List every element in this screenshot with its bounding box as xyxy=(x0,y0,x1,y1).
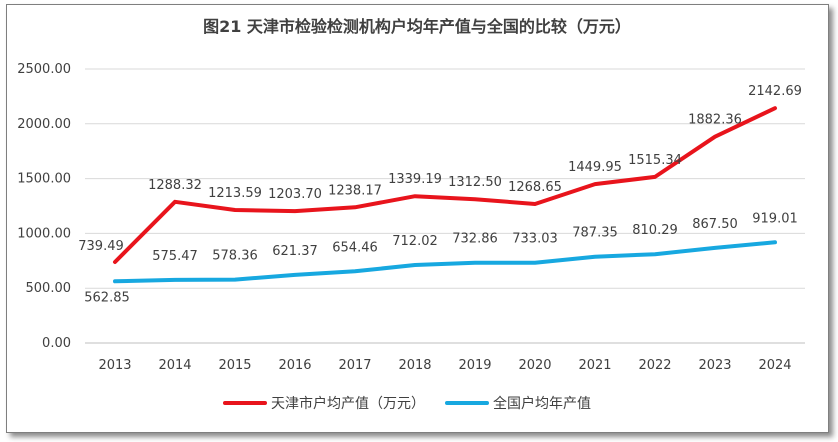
data-label-tianjin: 1312.50 xyxy=(448,175,502,190)
data-label-tianjin: 2142.69 xyxy=(748,84,802,99)
data-label-national: 712.02 xyxy=(392,234,438,249)
data-label-national: 562.85 xyxy=(84,290,130,305)
x-tick-label: 2013 xyxy=(98,358,131,373)
y-tick-label: 2500.00 xyxy=(17,62,71,77)
x-tick-label: 2021 xyxy=(578,358,611,373)
data-label-national: 787.35 xyxy=(572,226,618,241)
chart-title: 图21 天津市检验检测机构户均年产值与全国的比较（万元） xyxy=(203,17,631,36)
data-label-tianjin: 1288.32 xyxy=(148,178,202,193)
series-line-2 xyxy=(113,240,777,284)
legend-label-1: 天津市户均产值（万元） xyxy=(271,395,425,412)
axes: 0.00 500.00 1000.00 1500.00 2000.00 2500.00 20… xyxy=(17,62,805,373)
data-label-tianjin: 1882.36 xyxy=(688,113,742,128)
data-label-national: 732.86 xyxy=(452,232,498,247)
data-label-tianjin: 1339.19 xyxy=(388,172,442,187)
x-tick-label: 2024 xyxy=(758,358,791,373)
x-tick-label: 2015 xyxy=(218,358,251,373)
data-label-tianjin: 1268.65 xyxy=(508,180,562,195)
data-label-tianjin: 1213.59 xyxy=(208,186,262,201)
data-label-tianjin: 1449.95 xyxy=(568,160,622,175)
data-label-national: 919.01 xyxy=(752,211,798,226)
data-label-tianjin: 1238.17 xyxy=(328,183,382,198)
data-label-national: 575.47 xyxy=(152,249,198,264)
x-tick-label: 2020 xyxy=(518,358,551,373)
line-chart: 图21 天津市检验检测机构户均年产值与全国的比较（万元） 0.00 500.00 1… xyxy=(17,17,805,412)
legend-label-2: 全国户均年产值 xyxy=(493,395,591,412)
data-label-national: 621.37 xyxy=(272,244,318,259)
data-label-national: 654.46 xyxy=(332,240,378,255)
x-tick-label: 2022 xyxy=(638,358,671,373)
x-tick-label: 2019 xyxy=(458,358,491,373)
data-labels: 739.49 1288.32 1213.59 1203.70 1238.17 1339.1… xyxy=(78,84,802,305)
y-tick-label: 500.00 xyxy=(26,281,72,296)
x-tick-label: 2023 xyxy=(698,358,731,373)
gridlines xyxy=(85,68,805,289)
x-tick-label: 2014 xyxy=(158,358,191,373)
data-label-tianjin: 1515.34 xyxy=(628,153,682,168)
y-tick-label: 1500.00 xyxy=(17,172,71,187)
y-tick-label: 0.00 xyxy=(42,336,71,351)
data-label-national: 867.50 xyxy=(692,217,738,232)
data-label-tianjin: 1203.70 xyxy=(268,187,322,202)
data-label-national: 733.03 xyxy=(512,232,558,247)
legend: 天津市户均产值（万元） 全国户均年产值 xyxy=(223,395,591,412)
x-tick-label: 2018 xyxy=(398,358,431,373)
y-tick-label: 2000.00 xyxy=(17,117,71,132)
y-tick-label: 1000.00 xyxy=(17,226,71,241)
data-label-tianjin: 739.49 xyxy=(78,239,124,254)
x-tick-label: 2017 xyxy=(338,358,371,373)
data-label-national: 810.29 xyxy=(632,223,678,238)
chart-frame: 图21 天津市检验检测机构户均年产值与全国的比较（万元） 0.00 500.00 1… xyxy=(6,4,829,433)
data-label-national: 578.36 xyxy=(212,249,258,264)
x-tick-label: 2016 xyxy=(278,358,311,373)
series-lines xyxy=(113,106,777,284)
series-line-1 xyxy=(113,106,777,264)
